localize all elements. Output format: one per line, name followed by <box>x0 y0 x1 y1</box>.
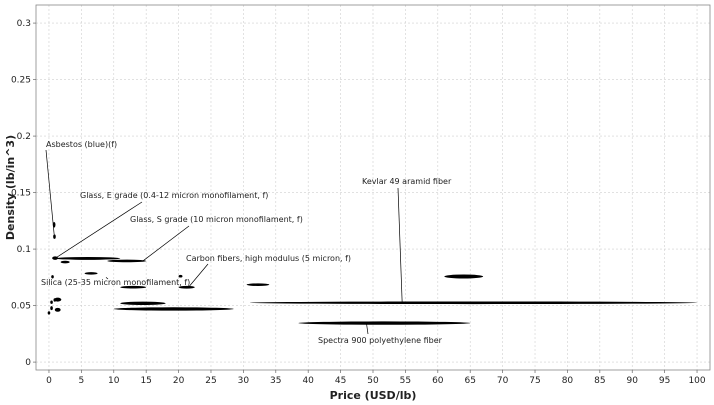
plot-frame <box>35 4 711 371</box>
grid-lines <box>36 5 710 370</box>
data-bubble <box>53 234 56 239</box>
annotation-leader-line <box>188 263 209 288</box>
annotations: Asbestos (blue)(f) Glass, E grade (0.4-12… <box>41 140 452 345</box>
x-tick-label: 15 <box>140 376 151 386</box>
annotation-label: Asbestos (blue)(f) <box>46 140 117 149</box>
y-tick-label: 0.2 <box>17 132 31 142</box>
data-bubble <box>249 301 698 305</box>
x-tick-label: 45 <box>335 376 346 386</box>
x-tick-label: 75 <box>529 376 540 386</box>
x-tick-label: 80 <box>562 376 574 386</box>
y-tick-label: 0 <box>25 358 31 368</box>
data-bubble <box>113 307 234 311</box>
annotation-label: Kevlar 49 aramid fiber <box>362 177 452 186</box>
data-bubble <box>54 307 61 312</box>
annotation-label: Glass, E grade (0.4-12 micron monofilame… <box>80 191 268 200</box>
x-tick-label: 55 <box>400 376 411 386</box>
y-tick-labels: 0 0.05 0.1 0.15 0.2 0.25 0.3 <box>11 19 36 368</box>
x-tick-label: 30 <box>238 376 250 386</box>
annotation-leader-line <box>366 323 369 335</box>
data-bubble <box>246 283 270 286</box>
annotation-label: Spectra 900 polyethylene fiber <box>318 336 443 345</box>
data-bubble <box>54 297 62 302</box>
y-tick-label: 0.3 <box>17 19 31 29</box>
annotation-leader-line <box>105 277 109 280</box>
x-tick-label: 5 <box>78 376 84 386</box>
x-tick-label: 65 <box>464 376 475 386</box>
x-tick-label: 20 <box>173 376 185 386</box>
data-bubble <box>50 306 53 311</box>
y-tick-label: 0.15 <box>11 189 31 199</box>
x-tick-label: 10 <box>108 376 120 386</box>
annotation-leader-line <box>45 149 55 235</box>
data-bubble <box>47 311 51 315</box>
x-tick-label: 60 <box>432 376 444 386</box>
x-axis-title: Price (USD/lb) <box>330 389 417 402</box>
x-tick-label: 40 <box>302 376 314 386</box>
x-tick-label: 35 <box>270 376 281 386</box>
y-tick-label: 0.1 <box>17 245 31 255</box>
data-bubble <box>178 274 183 278</box>
x-tick-label: 50 <box>367 376 379 386</box>
data-bubble <box>60 260 70 264</box>
x-tick-label: 85 <box>594 376 605 386</box>
annotation-label: Carbon fibers, high modulus (5 micron, f… <box>186 254 351 263</box>
data-points <box>47 221 698 325</box>
data-bubble <box>298 321 471 325</box>
x-tick-labels: 0 5 10 15 20 25 30 35 40 45 50 55 60 65 70 75 80 85 90 95 10… <box>46 370 706 386</box>
x-tick-label: 90 <box>627 376 639 386</box>
data-bubble <box>55 256 121 260</box>
data-bubble <box>50 300 53 304</box>
data-bubble <box>444 274 484 279</box>
x-tick-label: 70 <box>497 376 509 386</box>
data-bubble <box>51 275 54 279</box>
y-axis-title: Density (lb/in^3) <box>4 135 17 240</box>
x-tick-label: 0 <box>46 376 52 386</box>
annotation-label: Glass, S grade (10 micron monofilament, … <box>130 215 303 224</box>
annotation-leader-line <box>397 187 403 303</box>
x-tick-label: 25 <box>205 376 216 386</box>
annotation-label: Silica (25-35 micron monofilament, f) <box>41 278 190 287</box>
data-bubble <box>178 285 195 289</box>
annotation-leader-line <box>142 225 190 262</box>
data-bubble <box>84 272 98 275</box>
data-bubble <box>120 285 147 289</box>
data-bubble <box>120 301 166 306</box>
x-tick-label: 95 <box>659 376 670 386</box>
y-tick-label: 0.05 <box>11 302 31 312</box>
data-bubble <box>107 259 147 263</box>
annotation-leader-line <box>55 201 143 259</box>
x-tick-label: 100 <box>688 376 705 386</box>
y-tick-label: 0.25 <box>11 76 31 86</box>
